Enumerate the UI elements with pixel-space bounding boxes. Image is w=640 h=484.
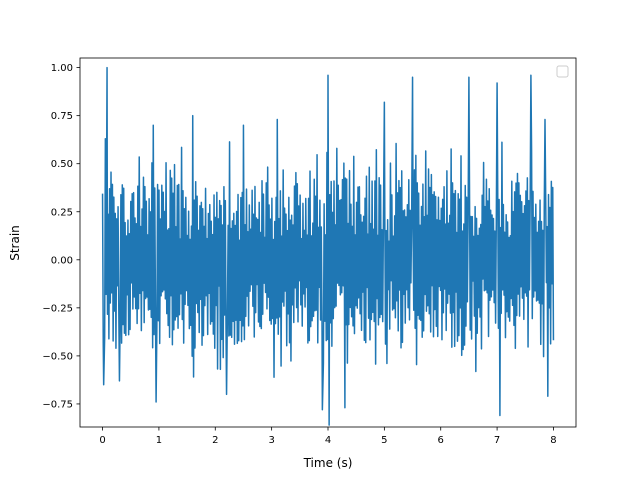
y-tick-label: 1.00	[51, 63, 73, 74]
x-tick-label: 0	[99, 435, 105, 446]
series-layer	[101, 66, 555, 426]
x-tick-label: 8	[550, 435, 556, 446]
legend-box	[556, 65, 569, 78]
x-tick-label: 3	[268, 435, 274, 446]
y-ticks: −0.75 −0.50 −0.25 0.00 0.25 0.50 0.75 1.00	[42, 63, 80, 410]
y-tick-label: 0.25	[51, 207, 73, 218]
x-ticks: 0 1 2 3 4 5 6 7 8	[99, 427, 557, 446]
x-tick-label: 5	[381, 435, 387, 446]
x-tick-label: 7	[494, 435, 500, 446]
x-tick-label: 2	[212, 435, 218, 446]
x-tick-label: 6	[438, 435, 444, 446]
x-tick-label: 1	[156, 435, 162, 446]
strain-series-line	[101, 66, 555, 426]
y-axis-label: Strain	[8, 225, 22, 261]
x-axis-label: Time (s)	[303, 456, 353, 470]
y-tick-label: 0.00	[51, 255, 73, 266]
legend	[556, 65, 569, 78]
x-tick-label: 4	[325, 435, 331, 446]
y-tick-label: −0.75	[42, 399, 73, 410]
y-tick-label: −0.50	[42, 351, 73, 362]
y-tick-label: −0.25	[42, 303, 73, 314]
y-tick-label: 0.75	[51, 111, 73, 122]
y-tick-label: 0.50	[51, 159, 73, 170]
